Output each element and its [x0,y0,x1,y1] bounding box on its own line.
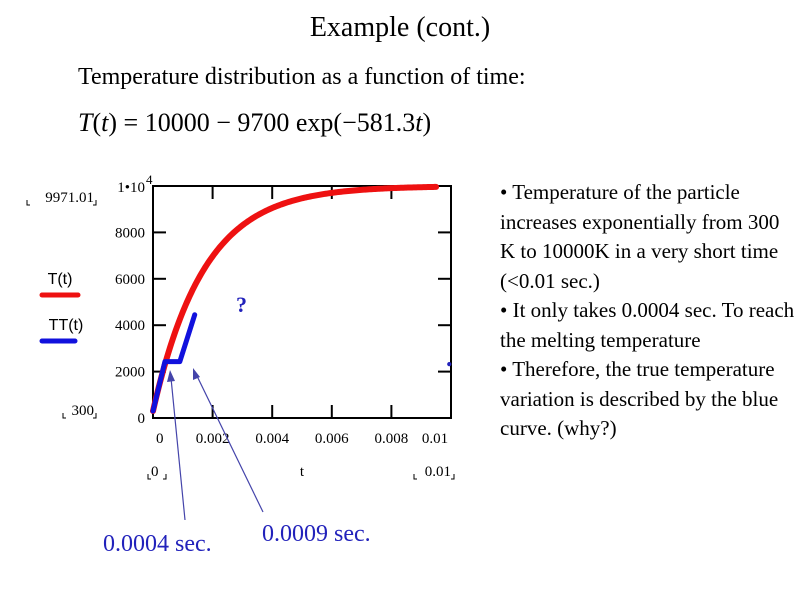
annotation-0004: 0.0004 sec. [103,531,212,557]
x-tick-label: 0.004 [255,431,289,447]
series-T-line [150,183,440,415]
equation-var: t [415,108,423,137]
legend-label-TT: TT(t) [49,317,84,334]
annotation-0009: 0.0009 sec. [262,521,371,547]
x-tick-label: 0.002 [196,431,230,447]
series-TT-line [150,312,198,414]
y-tick-label: 0 [138,411,146,427]
slide-title: Example (cont.) [309,12,491,43]
x-tick-label: 0.006 [315,431,349,447]
x-range-min-bracket [147,474,167,480]
y-range-min: 300 [72,403,95,419]
arrowhead-0009 [193,368,200,380]
x-axis-label: t [300,464,305,480]
x-tick-label: 0.008 [375,431,409,447]
x-range-max-bracket [413,474,455,480]
y-top-tick-label: 1•10 [117,180,145,196]
equation-body: = 10000 − 9700 exp(−581.3 [117,108,416,137]
x-tick-label: 0.01 [422,431,448,447]
equation-arg: t [101,108,109,137]
x-tick-label: 0 [156,431,164,447]
bullet-item: • It only takes 0.0004 sec. To reach the… [500,298,795,352]
plot-frame [152,185,452,419]
equation: T(t) = 10000 − 9700 exp(−581.3t) [78,108,432,137]
y-range-max-bracket [26,200,97,206]
bullet-item: • Therefore, the true temperature variat… [500,357,779,440]
arrow-0004 [170,377,186,521]
y-range-max: 9971.01 [45,190,94,206]
equation-lhs: T [78,108,93,137]
y-tick-label: 8000 [115,225,145,241]
bullet-list: • Temperature of the particle increases … [500,178,795,444]
y-range-min-bracket [62,413,97,419]
y-tick-label: 6000 [115,272,145,288]
y-tick-label: 2000 [115,365,145,381]
y-top-tick-exponent: 4 [146,172,153,187]
y-tick-label: 4000 [115,318,145,334]
legend-label-T: T(t) [48,271,73,288]
x-range-max: 0.01 [425,464,451,480]
annotation-question: ? [236,292,247,317]
arrowhead-0004 [167,370,175,382]
x-range-min: 0 [151,464,159,480]
equation-close: ) [422,108,432,137]
arrow-0009 [196,375,264,513]
slide-subtitle: Temperature distribution as a function o… [78,64,526,90]
bullet-item: • Temperature of the particle increases … [500,180,780,293]
annotation-dot: . [446,343,453,372]
